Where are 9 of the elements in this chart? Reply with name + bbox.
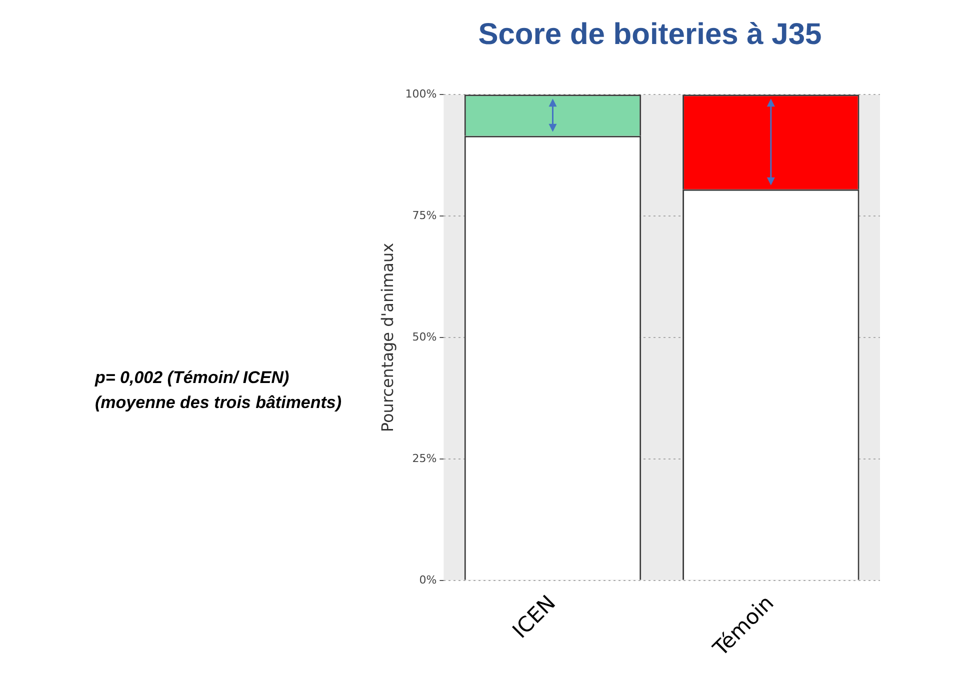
y-tick-label: 25% [412,452,437,465]
y-tick-label: 75% [412,208,437,222]
y-tick-label: 50% [412,330,437,344]
text: p= 0,002 (Témoin/ ICEN) [95,367,290,389]
y-tick-label: 0% [419,573,437,586]
y-axis-title: Pourcentage d'animaux [378,242,397,432]
y-tick-label: 100% [405,87,437,100]
chart-title: Score de boiteries à J35 [477,18,823,52]
text: (moyenne des trois bâtiments) [95,392,342,414]
